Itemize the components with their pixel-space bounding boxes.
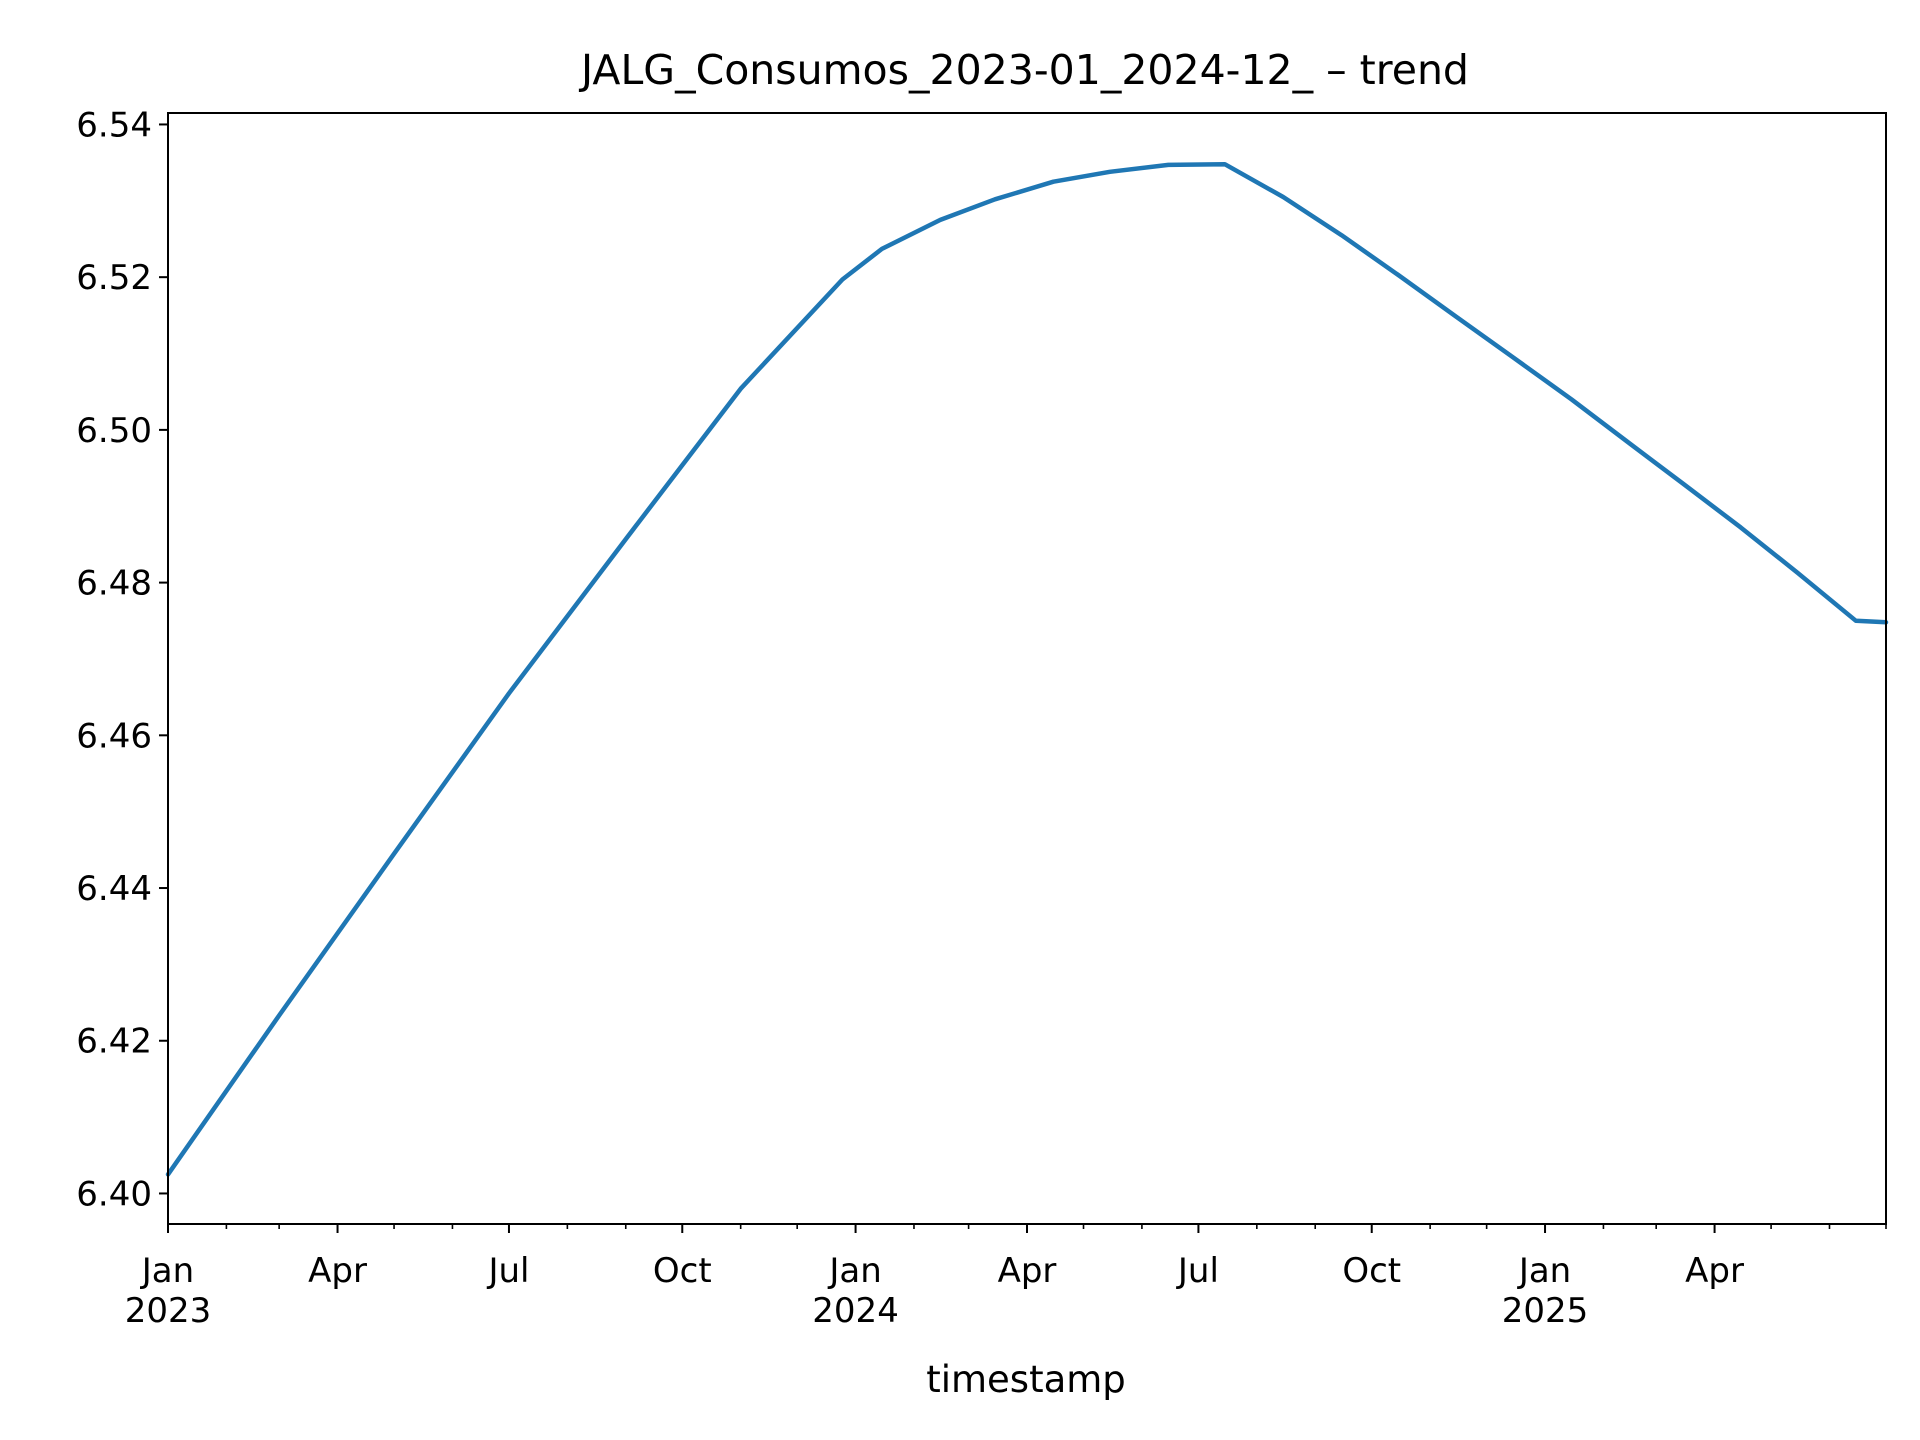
series-line-trend	[165, 161, 1889, 1177]
y-tick-label: 6.42	[76, 1022, 152, 1062]
x-tick-label: Jul	[486, 1251, 529, 1291]
x-tick-label: Jan	[1517, 1251, 1571, 1291]
y-tick-label: 6.52	[76, 258, 152, 298]
x-tick-year-label: 2023	[125, 1291, 212, 1331]
x-tick-year-label: 2024	[812, 1291, 899, 1331]
x-tick-label: Jan	[827, 1251, 881, 1291]
y-tick-label: 6.54	[76, 105, 152, 145]
y-tick-label: 6.50	[76, 411, 152, 451]
y-tick-label: 6.44	[76, 869, 152, 909]
x-tick-label: Apr	[308, 1251, 367, 1291]
x-tick-label: Jul	[1176, 1251, 1219, 1291]
x-tick-label: Jan	[140, 1251, 194, 1291]
y-axis: 6.40 6.42 6.44 6.46 6.48 6.50 6.52 6.54	[76, 105, 168, 1214]
x-tick-year-label: 2025	[1502, 1291, 1589, 1331]
x-tick-label: Oct	[653, 1251, 712, 1291]
x-tick-label: Oct	[1342, 1251, 1401, 1291]
x-tick-label: Apr	[998, 1251, 1057, 1291]
x-tick-label: Apr	[1685, 1251, 1744, 1291]
chart-title: JALG_Consumos_2023-01_2024-12_ – trend	[578, 46, 1469, 94]
y-tick-label: 6.46	[76, 716, 152, 756]
y-tick-label: 6.48	[76, 564, 152, 604]
y-tick-label: 6.40	[76, 1174, 152, 1214]
x-axis-label: timestamp	[926, 1358, 1126, 1401]
